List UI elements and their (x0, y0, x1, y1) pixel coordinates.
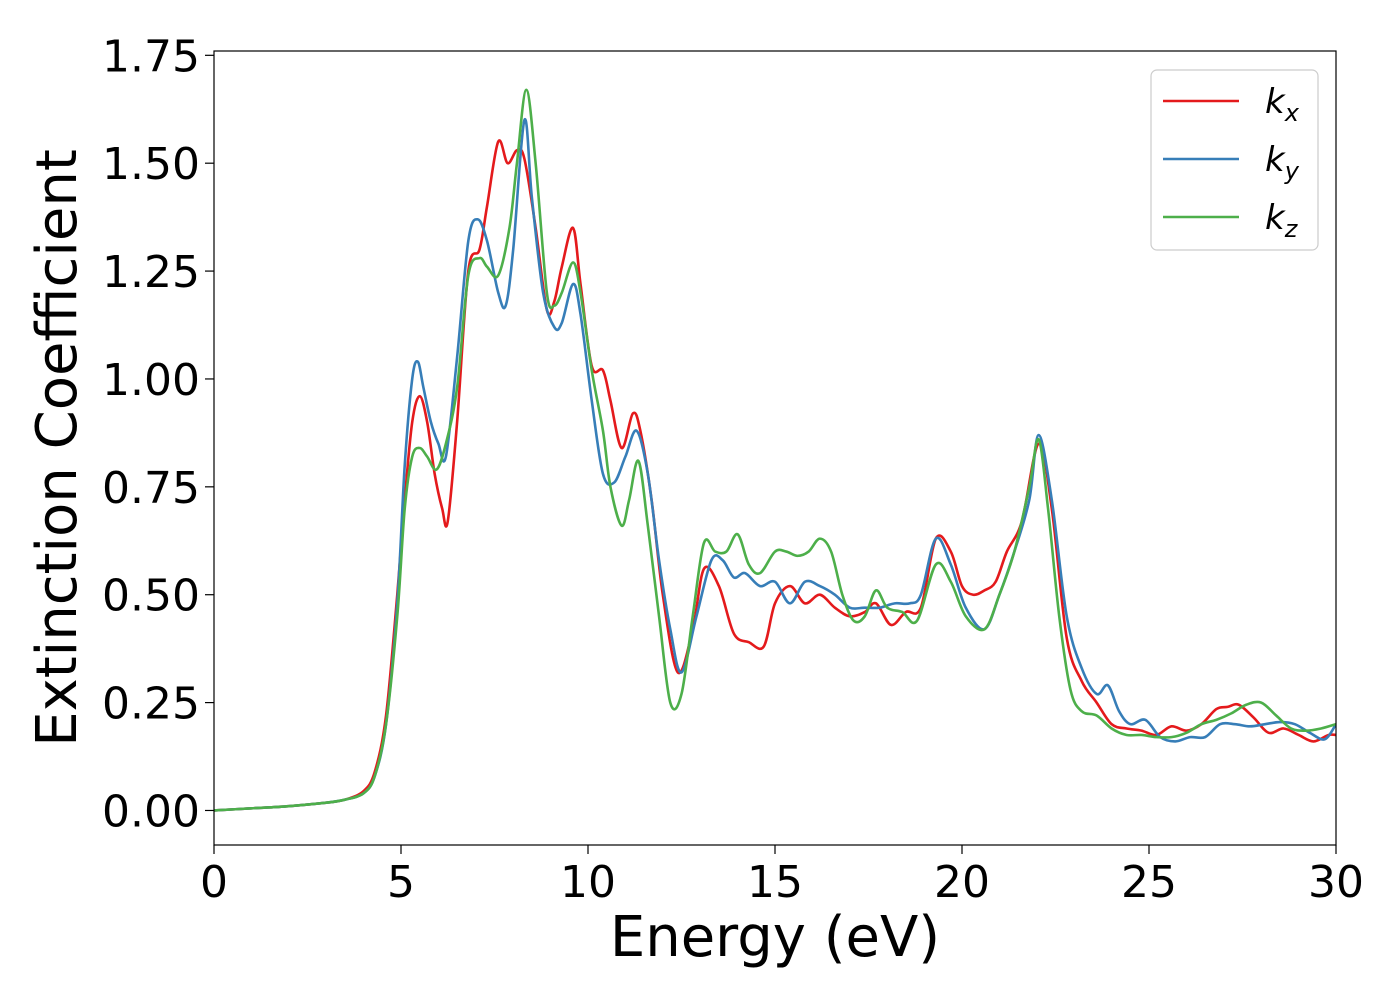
y-tick-label: 1.75 (102, 31, 200, 82)
y-tick-label: 0.00 (102, 786, 200, 837)
legend-entry-x: kx (1163, 82, 1300, 127)
y-tick-label: 1.00 (102, 355, 200, 406)
y-tick-label: 0.50 (102, 571, 200, 622)
y-axis-title: Extinction Coefficient (25, 149, 90, 747)
x-tick-label: 5 (387, 857, 415, 908)
legend-entry-y: ky (1163, 140, 1300, 185)
y-tick-label: 0.25 (102, 679, 200, 730)
x-tick-label: 20 (934, 857, 990, 908)
x-tick-label: 25 (1121, 857, 1177, 908)
series-layer (214, 88, 1336, 812)
y-axis: 0.00 0.25 0.50 0.75 1.00 1.25 1.50 1.75 (102, 31, 214, 837)
x-tick-label: 10 (560, 857, 616, 908)
x-axis: 0 5 10 15 20 25 30 (200, 845, 1364, 908)
x-tick-label: 30 (1308, 857, 1364, 908)
legend-entry-z: kz (1163, 198, 1299, 243)
legend: kx ky kz (1150, 69, 1319, 251)
series-line-y (214, 118, 1336, 812)
series-line-z (214, 88, 1336, 812)
legend-label: kx (1265, 82, 1300, 127)
y-tick-label: 1.25 (102, 247, 200, 298)
y-tick-label: 0.75 (102, 463, 200, 514)
x-tick-label: 15 (747, 857, 803, 908)
y-tick-label: 1.50 (102, 139, 200, 190)
x-axis-title: Energy (eV) (610, 905, 940, 970)
series-line-x (214, 139, 1336, 812)
x-tick-label: 0 (200, 857, 228, 908)
legend-label: ky (1265, 140, 1300, 185)
legend-label: kz (1265, 198, 1299, 243)
